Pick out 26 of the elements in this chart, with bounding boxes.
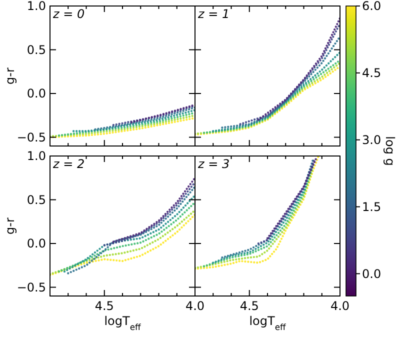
chart-title: z = 1 [197,7,230,21]
color-bar-label: 3.0 [362,133,382,148]
y-tick-label: 1.0 [26,0,46,14]
y-tick-label: 0.5 [26,42,46,57]
color-bar-label: 0.0 [362,266,382,281]
y-axis-title: g-r [3,218,17,234]
y-axis-title: g-r [3,68,17,84]
chart-title: z = 3 [197,157,230,171]
x-tick-label: 4.0 [330,299,350,313]
y-tick-label: 0.0 [26,86,46,101]
y-tick-label: −0.5 [16,130,46,144]
x-tick-label: 4.5 [94,299,114,313]
y-tick-label: 0.0 [26,236,46,251]
chart-title: z = 2 [52,157,85,171]
y-tick-label: 0.5 [26,192,46,207]
color-bar-label: 6.0 [362,0,382,14]
color-bar-title: log g [383,136,397,166]
color-bar-label: 1.5 [362,200,382,214]
y-tick-label: −0.5 [16,280,46,294]
x-axis-title: logT$_{eff}$ [249,314,286,332]
x-axis-title: logT$_{eff}$ [104,314,141,332]
chart-title: z = 0 [52,7,85,21]
y-tick-label: 1.0 [26,149,46,164]
x-tick-label: 4.5 [240,299,259,313]
color-bar-label: 4.5 [362,66,382,80]
x-tick-label: 4.0 [185,299,205,313]
